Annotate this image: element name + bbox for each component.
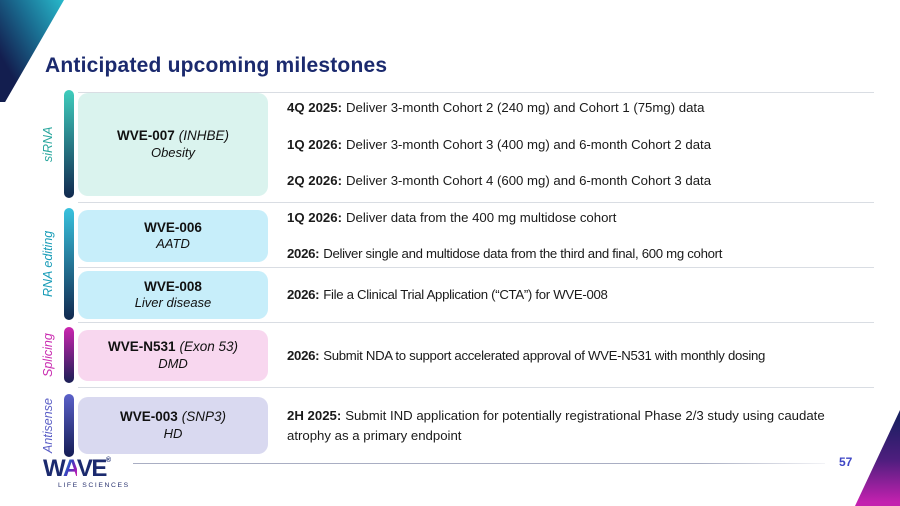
- milestone-text: Deliver 3-month Cohort 2 (240 mg) and Co…: [346, 99, 705, 115]
- milestone-date: 1Q 2026:: [287, 210, 342, 226]
- category-bar-splicing: [64, 327, 74, 383]
- program-indication: HD: [163, 425, 183, 441]
- milestone-item: 2026: Submit NDA to support accelerated a…: [287, 346, 875, 366]
- milestone-text: Deliver 3-month Cohort 4 (600 mg) and 6-…: [346, 173, 712, 189]
- milestone-list: 2026: Submit NDA to support accelerated a…: [287, 330, 875, 381]
- page-title: Anticipated upcoming milestones: [45, 54, 388, 77]
- program-name: WVE-006: [144, 219, 202, 235]
- program-box-wve-003: WVE-003 (SNP3) HD: [78, 397, 268, 454]
- logo-wave-glyph: A: [62, 455, 79, 482]
- section-divider: [78, 92, 874, 93]
- milestone-date: 2Q 2026:: [287, 173, 342, 189]
- footer-rule: [133, 463, 825, 464]
- page-number: 57: [839, 455, 853, 469]
- logo-tagline: LIFE SCIENCES: [58, 482, 130, 489]
- section-divider: [78, 387, 874, 388]
- program-indication: DMD: [158, 355, 188, 371]
- milestone-date: 2026:: [287, 287, 320, 303]
- program-indication: Obesity: [150, 144, 196, 160]
- category-label-splicing: Splicing: [41, 333, 55, 377]
- section-divider: [78, 202, 874, 203]
- milestone-item: 2026: Deliver single and multidose data f…: [287, 244, 875, 264]
- category-bar-sirna: [64, 90, 74, 198]
- program-box-wve-007: WVE-007 (INHBE) Obesity: [78, 93, 268, 196]
- program-indication: AATD: [156, 236, 190, 252]
- milestone-text: Deliver data from the 400 mg multidose c…: [346, 210, 617, 226]
- section-divider: [78, 267, 874, 268]
- milestone-item: 4Q 2025: Deliver 3-month Cohort 2 (240 mg…: [287, 98, 875, 118]
- program-name: WVE-007 (INHBE): [116, 128, 230, 144]
- program-box-wve-008: WVE-008 Liver disease: [78, 271, 268, 319]
- program-box-wve-n531: WVE-N531 (Exon 53) DMD: [78, 330, 268, 381]
- logo-wordmark: WAVE®: [43, 455, 112, 482]
- milestone-item: 1Q 2026: Deliver data from the 400 mg mul…: [287, 208, 875, 228]
- milestone-item: 2Q 2026: Deliver 3-month Cohort 4 (600 mg…: [287, 171, 875, 191]
- milestone-text: Submit NDA to support accelerated approv…: [323, 347, 766, 363]
- section-divider: [78, 322, 874, 323]
- milestone-date: 2026:: [287, 347, 320, 363]
- milestone-item: 2H 2025: Submit IND application for poten…: [287, 406, 845, 446]
- program-box-wve-006: WVE-006 AATD: [78, 210, 268, 262]
- program-name: WVE-N531 (Exon 53): [107, 339, 239, 355]
- milestone-list: 4Q 2025: Deliver 3-month Cohort 2 (240 mg…: [287, 93, 875, 196]
- milestone-date: 4Q 2025:: [287, 99, 342, 115]
- milestone-list: 2H 2025: Submit IND application for poten…: [287, 397, 875, 454]
- category-bar-antisense: [64, 394, 74, 457]
- milestone-date: 1Q 2026:: [287, 136, 342, 152]
- milestone-item: 2026: File a Clinical Trial Application (…: [287, 285, 875, 305]
- milestone-text: Deliver single and multidose data from t…: [323, 246, 723, 261]
- category-label-antisense: Antisense: [41, 398, 55, 453]
- milestone-list: 2026: File a Clinical Trial Application (…: [287, 271, 875, 319]
- registered-mark: ®: [105, 457, 112, 464]
- program-name: WVE-003 (SNP3): [119, 409, 227, 425]
- milestone-text: File a Clinical Trial Application (“CTA”…: [323, 287, 608, 303]
- category-label-sirna: siRNA: [41, 126, 55, 162]
- milestone-text: Submit IND application for potentially r…: [287, 407, 825, 443]
- program-name: WVE-008: [144, 278, 202, 294]
- category-bar-rna-editing: [64, 208, 74, 320]
- milestone-item: 1Q 2026: Deliver 3-month Cohort 3 (400 mg…: [287, 135, 875, 155]
- milestone-list: 1Q 2026: Deliver data from the 400 mg mul…: [287, 210, 875, 262]
- corner-decoration-top-left: [0, 0, 64, 102]
- category-label-rna-editing: RNA editing: [41, 230, 55, 298]
- wave-logo: WAVE® LIFE SCIENCES: [43, 457, 130, 490]
- program-indication: Liver disease: [134, 295, 212, 311]
- milestone-date: 2H 2025:: [287, 407, 342, 423]
- milestone-text: Deliver 3-month Cohort 3 (400 mg) and 6-…: [346, 136, 712, 152]
- milestone-date: 2026:: [287, 246, 320, 261]
